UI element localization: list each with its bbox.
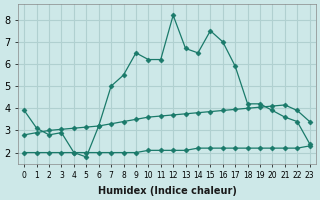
X-axis label: Humidex (Indice chaleur): Humidex (Indice chaleur): [98, 186, 236, 196]
